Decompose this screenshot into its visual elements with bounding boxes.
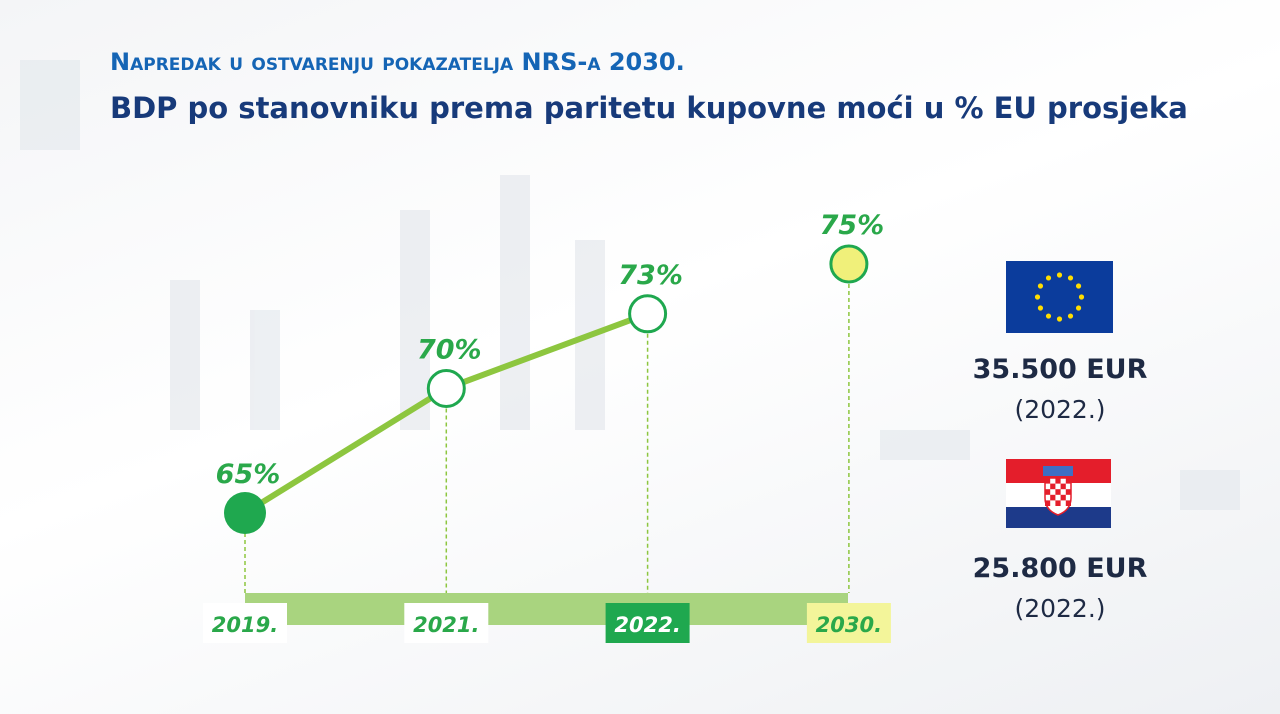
side-value: 25.800 EUR bbox=[973, 553, 1148, 584]
eu-flag bbox=[1006, 261, 1113, 333]
category-label: 2019. bbox=[212, 613, 278, 637]
star bbox=[1056, 316, 1063, 322]
category-box bbox=[404, 603, 489, 643]
value-label: 70% bbox=[417, 335, 482, 366]
title: BDP po stanovniku prema paritetu kupovne… bbox=[110, 91, 1188, 125]
category-label: 2021. bbox=[413, 613, 479, 637]
star bbox=[1067, 313, 1074, 319]
kicker: Napredak u ostvarenju pokazatelja NRS-a … bbox=[110, 48, 685, 76]
category-box bbox=[806, 603, 891, 643]
check bbox=[1060, 494, 1066, 501]
check bbox=[1050, 494, 1056, 501]
star bbox=[1045, 313, 1052, 319]
star bbox=[1075, 305, 1082, 311]
point bbox=[628, 294, 668, 334]
check bbox=[1045, 478, 1051, 484]
value-label: 75% bbox=[820, 210, 885, 241]
check bbox=[1060, 483, 1066, 490]
star bbox=[1034, 294, 1041, 300]
check bbox=[1065, 478, 1071, 484]
star bbox=[1067, 275, 1074, 281]
value-label: 73% bbox=[618, 260, 683, 291]
side-value: 35.500 EUR bbox=[973, 354, 1148, 385]
category-box bbox=[605, 603, 690, 643]
point bbox=[829, 244, 869, 284]
star bbox=[1056, 272, 1063, 278]
star bbox=[1075, 283, 1082, 289]
check bbox=[1050, 483, 1056, 490]
category-label: 2030. bbox=[816, 613, 882, 637]
side-year: (2022.) bbox=[1014, 395, 1105, 424]
check bbox=[1045, 500, 1051, 506]
hr-flag bbox=[1006, 459, 1111, 528]
check bbox=[1045, 489, 1051, 495]
star bbox=[1078, 294, 1085, 300]
timeline-band bbox=[245, 593, 848, 625]
category-box bbox=[203, 603, 287, 643]
check bbox=[1055, 489, 1061, 495]
star bbox=[1037, 283, 1044, 289]
point bbox=[426, 369, 466, 408]
check bbox=[1055, 478, 1061, 484]
side-year: (2022.) bbox=[1014, 594, 1105, 623]
point bbox=[224, 492, 266, 534]
star bbox=[1037, 305, 1044, 311]
category-label: 2022. bbox=[614, 613, 680, 637]
value-label: 65% bbox=[216, 459, 281, 490]
check bbox=[1065, 500, 1071, 506]
check bbox=[1065, 489, 1071, 495]
star bbox=[1045, 275, 1052, 281]
check bbox=[1055, 500, 1061, 506]
